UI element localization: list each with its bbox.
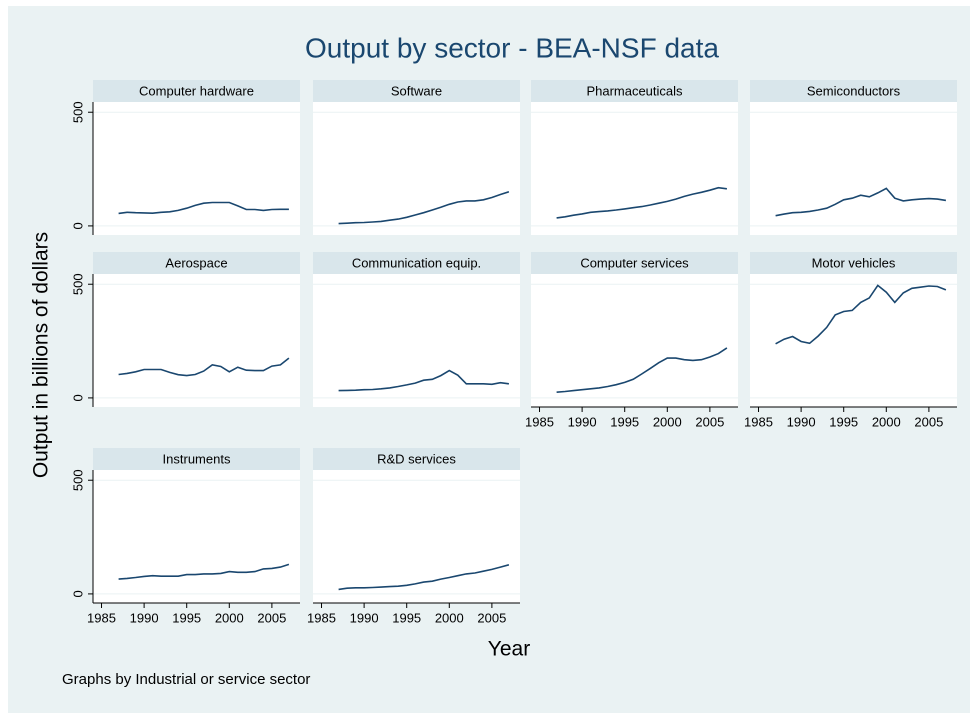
x-tick-label: 1985: [744, 414, 773, 429]
panel-title: Software: [391, 83, 442, 98]
plot-area: [531, 102, 738, 235]
panel-header: [531, 80, 738, 102]
line: [338, 191, 510, 225]
plot-area: [313, 102, 520, 235]
x-tick-label: 2000: [872, 414, 901, 429]
panel-title: Computer services: [580, 255, 689, 270]
panel-title: Instruments: [163, 451, 231, 466]
panel-header: [93, 80, 300, 102]
y-axis-label: Output in billions of dollars: [30, 232, 53, 478]
x-tick-label: 2005: [257, 610, 286, 625]
plot-area: [750, 102, 957, 235]
line: [556, 347, 728, 393]
line: [556, 186, 728, 219]
x-tick-label: 2005: [477, 610, 506, 625]
x-tick-label: 1995: [829, 414, 858, 429]
panel-header: [313, 252, 520, 274]
chart-title: Output by sector - BEA-NSF data: [305, 32, 719, 63]
plot-area: [313, 274, 520, 407]
x-tick-label: 1985: [87, 610, 116, 625]
x-tick-label: 1990: [350, 610, 379, 625]
plot-area: [93, 102, 300, 235]
x-tick-label: 1995: [172, 610, 201, 625]
line: [775, 284, 947, 345]
x-tick-label: 1995: [610, 414, 639, 429]
note: Graphs by Industrial or service sector: [62, 671, 310, 688]
panel-header: [313, 448, 520, 470]
x-tick-label: 2005: [914, 414, 943, 429]
y-tick-label: 500: [70, 101, 85, 123]
x-axis-label: Year: [488, 638, 530, 661]
panel-title: Computer hardware: [139, 83, 254, 98]
x-tick-label: 1995: [392, 610, 421, 625]
x-tick-label: 2000: [215, 610, 244, 625]
line: [775, 187, 947, 217]
y-tick-label: 0: [70, 222, 85, 229]
x-tick-label: 1990: [787, 414, 816, 429]
panel-title: Motor vehicles: [812, 255, 896, 270]
plot-area: [313, 470, 520, 603]
panel-header: [93, 448, 300, 470]
y-tick-label: 0: [70, 394, 85, 401]
plot-area: [93, 470, 300, 603]
line: [338, 369, 510, 392]
panel-title: Communication equip.: [352, 255, 481, 270]
x-tick-label: 1990: [568, 414, 597, 429]
x-tick-label: 1985: [525, 414, 554, 429]
plot-area: [750, 274, 957, 407]
y-tick-label: 500: [70, 469, 85, 491]
panel-header: [750, 80, 957, 102]
y-tick-label: 0: [70, 590, 85, 597]
panel-header: [531, 252, 738, 274]
line: [338, 564, 510, 591]
line: [118, 563, 290, 580]
x-tick-label: 1985: [307, 610, 336, 625]
y-tick-label: 500: [70, 273, 85, 295]
plot-area: [531, 274, 738, 407]
panel-header: [313, 80, 520, 102]
x-tick-label: 1990: [130, 610, 159, 625]
panel-title: Aerospace: [165, 255, 227, 270]
panel-header: [93, 252, 300, 274]
panel-title: Pharmaceuticals: [586, 83, 683, 98]
line: [118, 357, 290, 377]
panel-title: Semiconductors: [807, 83, 901, 98]
line: [118, 201, 289, 215]
panel-header: [750, 252, 957, 274]
panel-title: R&D services: [377, 451, 456, 466]
x-tick-label: 2005: [695, 414, 724, 429]
x-tick-label: 2000: [653, 414, 682, 429]
x-tick-label: 2000: [435, 610, 464, 625]
plot-area: [93, 274, 300, 407]
